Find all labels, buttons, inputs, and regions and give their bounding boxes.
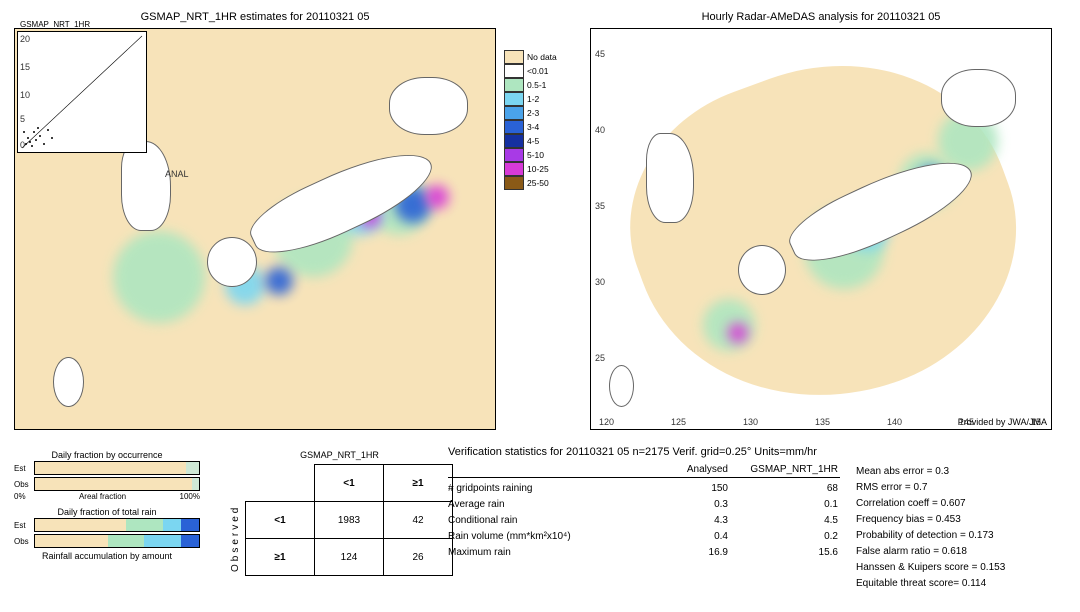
observed-side-label: Observed [226,464,245,576]
metric-row: Correlation coeff = 0.607 [856,496,1005,512]
ct-11: 26 [384,539,453,576]
legend-row: 10-25 [504,162,564,176]
ct-10: 124 [315,539,384,576]
lon-tick: 130 [743,417,758,427]
legend-row: 4-5 [504,134,564,148]
stats-panel: Verification statistics for 20110321 05 … [448,446,1068,592]
inset-anal-label: ANAL [165,169,189,179]
axis-100: 100% [180,492,200,501]
lon-tick: 125 [671,417,686,427]
total-title: Daily fraction of total rain [14,507,200,517]
land-kyushu-r [738,245,786,295]
precip-blob [113,231,205,323]
lat-tick: 30 [595,277,605,287]
page: { "maps": { "left_title": "GSMAP_NRT_1HR… [0,0,1080,612]
occurrence-title: Daily fraction by occurrence [14,450,200,460]
axis-0: 0% [14,492,26,501]
land-hokkaido-r [941,69,1017,127]
legend-row: 25-50 [504,176,564,190]
lon-tick: 135 [815,417,830,427]
obs-total-bar [34,534,200,548]
lat-tick: 45 [595,49,605,59]
color-legend: No data<0.010.5-11-22-33-44-55-1010-2525… [504,50,564,190]
stats-row: Maximum rain16.915.6 [448,545,840,561]
metric-row: False alarm ratio = 0.618 [856,544,1005,560]
legend-row: 3-4 [504,120,564,134]
land-kyushu [207,237,257,287]
legend-row: 0.5-1 [504,78,564,92]
precip-blob [425,185,449,209]
legend-row: No data [504,50,564,64]
map-credits: Provided by JWA/JMA [958,417,1047,427]
precip-blob [703,299,755,351]
lon-tick: 120 [599,417,614,427]
map-right-title: Hourly Radar-AMeDAS analysis for 2011032… [591,11,1051,23]
contingency-table: <1≥1 <1198342 ≥112426 [245,464,453,576]
land-hokkaido [389,77,468,135]
legend-row: <0.01 [504,64,564,78]
est-total-bar [34,518,200,532]
obs-label: Obs [14,480,34,489]
stats-title: Verification statistics for 20110321 05 … [448,446,1068,458]
metric-row: Mean abs error = 0.3 [856,464,1005,480]
land-korea-r [646,133,694,223]
head-analysed: Analysed [638,464,728,475]
contingency-title: GSMAP_NRT_1HR [226,450,453,460]
ct-01: 42 [384,502,453,539]
map-inset: GSMAP_NRT_1HR 20 15 10 5 0 [17,31,147,153]
est-label: Est [14,464,34,473]
land-korea [121,141,171,231]
inset-label: GSMAP_NRT_1HR [20,20,90,29]
stats-rows: # gridpoints raining15068Average rain0.3… [448,481,840,561]
stats-row: Rain volume (mm*km²x10⁴)0.40.2 [448,529,840,545]
fraction-panel: Daily fraction by occurrence Est Obs 0% … [14,450,200,561]
axis-mid: Areal fraction [79,492,126,501]
legend-row: 5-10 [504,148,564,162]
stats-row: Conditional rain4.34.5 [448,513,840,529]
contingency-panel: GSMAP_NRT_1HR Observed <1≥1 <1198342 ≥11… [226,450,453,576]
map-right-panel: Hourly Radar-AMeDAS analysis for 2011032… [590,28,1052,430]
stats-metrics: Mean abs error = 0.3RMS error = 0.7Corre… [856,464,1005,592]
legend-row: 1-2 [504,92,564,106]
metric-row: Frequency bias = 0.453 [856,512,1005,528]
metric-row: Probability of detection = 0.173 [856,528,1005,544]
metric-row: RMS error = 0.7 [856,480,1005,496]
ct-col-ge: ≥1 [384,465,453,502]
lat-tick: 35 [595,201,605,211]
lon-tick: 140 [887,417,902,427]
ct-00: 1983 [315,502,384,539]
metric-row: Equitable threat score= 0.114 [856,576,1005,592]
accum-title: Rainfall accumulation by amount [14,551,200,561]
ct-col-lt: <1 [315,465,384,502]
map-left-panel: GSMAP_NRT_1HR estimates for 20110321 05 … [14,28,496,430]
precip-blob [265,267,293,295]
land-taiwan [53,357,84,407]
legend-row: 2-3 [504,106,564,120]
lat-tick: 40 [595,125,605,135]
metric-row: Hanssen & Kuipers score = 0.153 [856,560,1005,576]
head-model: GSMAP_NRT_1HR [728,464,838,475]
obs-occ-bar [34,477,200,491]
stats-row: # gridpoints raining15068 [448,481,840,497]
stats-row: Average rain0.30.1 [448,497,840,513]
stats-header: Analysed GSMAP_NRT_1HR [448,464,840,478]
inset-scatter [18,32,146,152]
lat-tick: 25 [595,353,605,363]
est-occ-bar [34,461,200,475]
